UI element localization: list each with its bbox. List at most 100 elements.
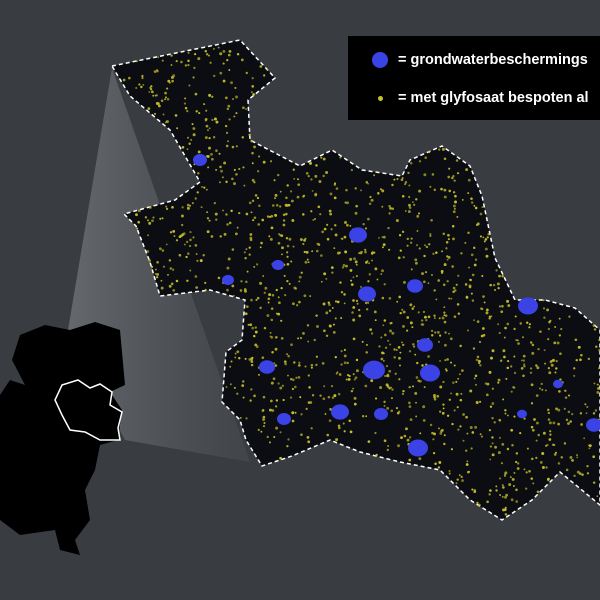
sprayed-field-dot — [218, 152, 221, 155]
sprayed-field-dot — [354, 187, 357, 190]
sprayed-field-dot — [423, 173, 427, 177]
sprayed-field-dot — [195, 286, 199, 289]
sprayed-field-dot — [227, 104, 231, 108]
sprayed-field-dot — [502, 508, 505, 512]
sprayed-field-dot — [328, 209, 332, 213]
sprayed-field-dot — [507, 304, 511, 307]
sprayed-field-dot — [262, 275, 265, 277]
sprayed-field-dot — [314, 218, 317, 221]
sprayed-field-dot — [147, 107, 151, 110]
sprayed-field-dot — [575, 358, 578, 362]
sprayed-field-dot — [442, 403, 445, 406]
sprayed-field-dot — [277, 241, 281, 245]
sprayed-field-dot — [367, 182, 370, 185]
sprayed-field-dot — [429, 233, 432, 236]
sprayed-field-dot — [281, 253, 283, 256]
sprayed-field-dot — [238, 211, 241, 215]
sprayed-field-dot — [513, 386, 516, 389]
sprayed-field-dot — [428, 151, 431, 154]
sprayed-field-dot — [312, 219, 315, 221]
sprayed-field-dot — [290, 343, 293, 347]
sprayed-field-dot — [467, 178, 471, 182]
sprayed-field-dot — [408, 458, 412, 462]
sprayed-field-dot — [447, 238, 450, 241]
sprayed-field-dot — [172, 229, 176, 233]
sprayed-field-dot — [450, 361, 453, 364]
sprayed-field-dot — [460, 392, 463, 395]
sprayed-field-dot — [495, 485, 498, 488]
sprayed-field-dot — [433, 317, 436, 320]
sprayed-field-dot — [489, 458, 492, 461]
sprayed-field-dot — [438, 461, 442, 464]
sprayed-field-dot — [146, 219, 149, 222]
sprayed-field-dot — [523, 417, 526, 420]
sprayed-field-dot — [228, 221, 232, 225]
sprayed-field-dot — [222, 79, 226, 83]
sprayed-field-dot — [262, 418, 265, 421]
sprayed-field-dot — [345, 378, 348, 381]
sprayed-field-dot — [530, 402, 534, 405]
sprayed-field-dot — [170, 54, 173, 57]
sprayed-field-dot — [413, 203, 416, 206]
sprayed-field-dot — [370, 332, 374, 335]
sprayed-field-dot — [160, 99, 164, 102]
sprayed-field-dot — [531, 428, 535, 432]
sprayed-field-dot — [322, 174, 325, 178]
sprayed-field-dot — [176, 127, 179, 130]
sprayed-field-dot — [461, 479, 464, 482]
sprayed-field-dot — [475, 358, 479, 362]
sprayed-field-dot — [364, 384, 368, 388]
sprayed-field-dot — [215, 218, 218, 221]
sprayed-field-dot — [470, 292, 473, 295]
protection-area — [349, 227, 367, 243]
sprayed-field-dot — [415, 376, 419, 379]
sprayed-field-dot — [186, 279, 189, 282]
sprayed-field-dot — [476, 501, 479, 505]
sprayed-field-dot — [164, 98, 167, 101]
sprayed-field-dot — [285, 196, 288, 200]
sprayed-field-dot — [557, 422, 560, 426]
sprayed-field-dot — [275, 399, 279, 402]
sprayed-field-dot — [433, 395, 436, 399]
sprayed-field-dot — [430, 219, 433, 222]
sprayed-field-dot — [228, 118, 231, 121]
sprayed-field-dot — [554, 371, 557, 374]
sprayed-field-dot — [528, 323, 532, 326]
sprayed-field-dot — [418, 160, 422, 163]
sprayed-field-dot — [370, 198, 374, 202]
sprayed-field-dot — [272, 377, 276, 381]
sprayed-field-dot — [416, 361, 419, 365]
sprayed-field-dot — [303, 294, 307, 298]
sprayed-field-dot — [389, 322, 392, 325]
sprayed-field-dot — [499, 494, 502, 496]
sprayed-field-dot — [227, 140, 230, 143]
sprayed-field-dot — [256, 296, 260, 300]
sprayed-field-dot — [488, 429, 492, 432]
sprayed-field-dot — [233, 168, 236, 171]
sprayed-field-dot — [306, 435, 310, 439]
sprayed-field-dot — [254, 326, 257, 329]
sprayed-field-dot — [399, 311, 402, 315]
sprayed-field-dot — [415, 198, 418, 201]
sprayed-field-dot — [391, 183, 394, 187]
sprayed-field-dot — [235, 112, 238, 115]
sprayed-field-dot — [204, 288, 207, 292]
sprayed-field-dot — [352, 318, 356, 322]
sprayed-field-dot — [350, 389, 354, 393]
sprayed-field-dot — [222, 50, 226, 53]
sprayed-field-dot — [512, 484, 515, 487]
sprayed-field-dot — [414, 353, 417, 356]
sprayed-field-dot — [504, 409, 507, 412]
sprayed-field-dot — [409, 161, 413, 165]
sprayed-field-dot — [278, 233, 281, 236]
sprayed-field-dot — [268, 408, 272, 412]
sprayed-field-dot — [413, 345, 416, 348]
sprayed-field-dot — [494, 289, 497, 292]
sprayed-field-dot — [242, 380, 245, 383]
sprayed-field-dot — [351, 311, 354, 314]
sprayed-field-dot — [529, 371, 533, 374]
sprayed-field-dot — [510, 428, 514, 432]
sprayed-field-dot — [328, 419, 332, 422]
sprayed-field-dot — [382, 235, 386, 239]
sprayed-field-dot — [302, 194, 306, 197]
